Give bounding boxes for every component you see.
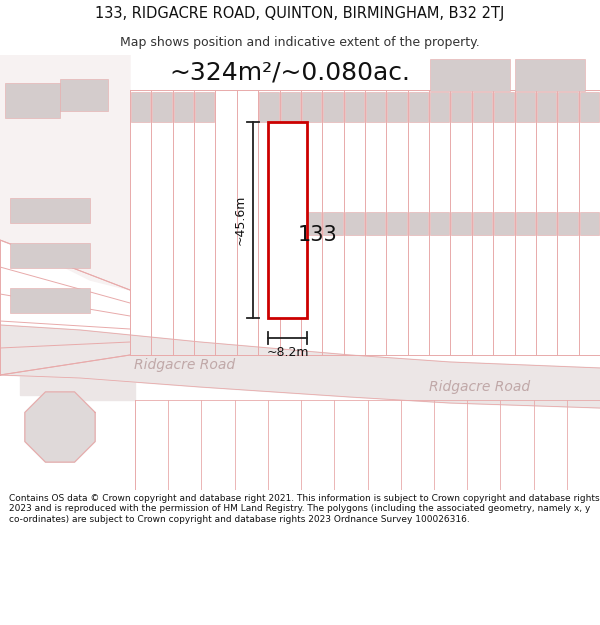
Bar [323,212,343,235]
Bar [281,92,300,122]
Bar [537,92,556,122]
Polygon shape [0,55,130,290]
Bar [451,92,471,122]
Bar [5,82,60,118]
Bar [10,242,90,268]
Polygon shape [0,55,130,195]
Bar [366,92,385,122]
Bar [152,92,172,122]
Bar [515,212,535,235]
Bar [580,92,599,122]
Bar [430,212,449,235]
Bar [537,212,556,235]
Text: ~45.6m: ~45.6m [233,195,247,245]
Bar [174,92,193,122]
Bar [195,92,214,122]
Bar [515,92,535,122]
Polygon shape [78,375,135,400]
Bar [366,212,385,235]
Bar [558,212,578,235]
Text: ~8.2m: ~8.2m [266,346,309,359]
Bar [388,92,407,122]
Bar [388,212,407,235]
Bar [323,92,343,122]
Bar [10,198,90,222]
Text: ~324m²/~0.080ac.: ~324m²/~0.080ac. [170,60,410,84]
Bar [302,92,321,122]
Bar [259,92,278,122]
Bar [268,122,307,318]
Bar [473,212,492,235]
Bar [494,92,514,122]
Bar [409,212,428,235]
Bar [409,92,428,122]
Bar [558,92,578,122]
Text: 133: 133 [298,225,337,245]
Bar [494,212,514,235]
Bar [10,288,90,312]
Polygon shape [25,392,95,462]
Polygon shape [20,375,78,395]
Text: 133, RIDGACRE ROAD, QUINTON, BIRMINGHAM, B32 2TJ: 133, RIDGACRE ROAD, QUINTON, BIRMINGHAM,… [95,6,505,21]
Text: Map shows position and indicative extent of the property.: Map shows position and indicative extent… [120,36,480,49]
Bar [302,212,321,235]
Bar [473,92,492,122]
Bar [281,212,300,235]
Bar [515,59,585,91]
Text: Contains OS data © Crown copyright and database right 2021. This information is : Contains OS data © Crown copyright and d… [9,494,599,524]
Bar [580,212,599,235]
Bar [430,59,510,91]
Bar [430,92,449,122]
Bar [344,92,364,122]
Bar [451,212,471,235]
Bar [60,79,108,111]
Polygon shape [0,325,600,408]
Text: Ridgacre Road: Ridgacre Road [430,380,530,394]
Text: Ridgacre Road: Ridgacre Road [134,358,236,372]
Bar [131,92,151,122]
Bar [344,212,364,235]
